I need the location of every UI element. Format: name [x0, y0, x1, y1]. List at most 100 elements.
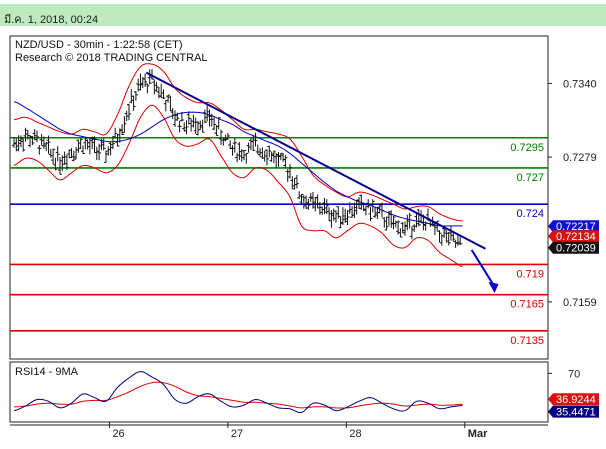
- price-bar-122: [292, 178, 297, 190]
- price-bar-107: [258, 148, 263, 157]
- price-bar-34: [90, 136, 95, 150]
- bollinger-lower-line: [13, 104, 463, 268]
- price-bar-91: [221, 138, 226, 146]
- price-bar-135: [322, 197, 327, 215]
- price-bar-109: [262, 150, 267, 162]
- price-bar-171: [405, 214, 410, 231]
- level-label-5: 0.7135: [510, 335, 544, 347]
- price-bar-59: [147, 69, 152, 85]
- price-bar-126: [301, 195, 306, 209]
- level-label-0: 0.7295: [510, 142, 544, 154]
- time-tick-label-1: 27: [231, 428, 243, 440]
- price-bar-58: [145, 83, 150, 94]
- price-bar-54: [136, 78, 141, 92]
- price-bar-14: [44, 141, 49, 151]
- price-bar-48: [122, 116, 127, 133]
- price-bar-74: [182, 122, 187, 132]
- price-bar-92: [223, 134, 228, 142]
- price-tag-0: 0.72217: [548, 220, 599, 233]
- price-bar-158: [375, 206, 380, 219]
- price-bar-5: [23, 127, 28, 142]
- price-bar-112: [269, 151, 274, 162]
- price-bar-37: [97, 143, 102, 161]
- price-bar-117: [281, 153, 286, 162]
- rsi-label: RSI14 - 9MA: [15, 366, 79, 378]
- price-bar-76: [186, 111, 191, 125]
- price-bar-42: [108, 142, 113, 156]
- price-bar-93: [225, 132, 230, 140]
- price-tag-2: 0.72039: [548, 241, 599, 255]
- price-bar-102: [246, 142, 251, 153]
- rsi-ma-line: [13, 381, 463, 409]
- price-bar-139: [331, 208, 336, 221]
- rsi-tag-label-1: 35.4471: [556, 407, 596, 419]
- price-bar-65: [161, 89, 166, 99]
- price-bar-53: [133, 91, 138, 101]
- price-bars: [12, 69, 463, 248]
- price-bar-104: [251, 135, 256, 152]
- price-bar-82: [200, 119, 205, 133]
- rsi-tag-bg-1: [548, 405, 599, 418]
- price-bar-140: [334, 210, 338, 223]
- rsi-tick-label-0: 70: [568, 368, 580, 380]
- price-bar-61: [152, 79, 157, 95]
- price-bar-144: [343, 208, 348, 223]
- price-bar-156: [370, 199, 375, 213]
- price-bar-164: [389, 210, 394, 228]
- price-bar-27: [74, 146, 79, 160]
- price-bar-25: [69, 148, 74, 159]
- price-bar-36: [94, 146, 99, 160]
- price-bar-19: [55, 146, 60, 162]
- price-bar-69: [170, 108, 175, 120]
- price-bar-111: [267, 145, 272, 158]
- price-bar-101: [244, 152, 249, 164]
- price-bar-132: [315, 194, 320, 209]
- price-bar-173: [409, 226, 414, 240]
- price-bar-28: [76, 139, 81, 153]
- price-bar-70: [173, 110, 177, 128]
- price-bar-169: [400, 222, 405, 234]
- price-bar-81: [198, 120, 203, 131]
- price-bar-44: [113, 127, 118, 139]
- trend-layer: [145, 71, 499, 294]
- price-bar-39: [101, 138, 106, 151]
- price-bar-113: [271, 150, 276, 164]
- price-bar-142: [338, 216, 343, 229]
- price-bar-3: [18, 135, 23, 148]
- price-bar-90: [219, 129, 223, 145]
- price-bar-71: [175, 112, 180, 121]
- bands-layer: [13, 63, 463, 268]
- price-bar-183: [432, 221, 437, 235]
- price-bar-186: [439, 234, 444, 246]
- price-bar-38: [99, 138, 104, 151]
- price-tag-bg-2: [548, 241, 599, 254]
- level-label-4: 0.7165: [510, 299, 544, 311]
- price-bar-85: [207, 109, 212, 127]
- moving-average-line: [13, 101, 463, 227]
- price-bar-83: [202, 109, 207, 124]
- timestamp: มี.ค. 1, 2018, 00:24: [4, 14, 99, 26]
- price-bar-26: [71, 150, 76, 162]
- price-bar-1: [14, 138, 19, 152]
- price-bar-31: [83, 137, 88, 150]
- price-bar-68: [168, 95, 173, 112]
- price-bar-64: [159, 83, 164, 99]
- price-bar-62: [154, 81, 159, 92]
- price-tick-label-0: 0.7340: [563, 78, 597, 90]
- price-bar-170: [403, 221, 407, 236]
- price-bar-125: [299, 193, 304, 205]
- price-bar-43: [110, 136, 115, 150]
- price-bar-155: [368, 207, 373, 222]
- price-bar-143: [340, 207, 345, 225]
- price-bar-32: [85, 139, 90, 150]
- price-bar-86: [209, 113, 214, 127]
- price-bar-22: [62, 151, 67, 165]
- price-bar-15: [46, 135, 51, 154]
- price-bar-50: [127, 103, 131, 121]
- price-bar-66: [163, 99, 168, 112]
- rsi-tag-label-0: 36.9244: [556, 394, 596, 406]
- rsi-tag-bg-0: [548, 393, 599, 406]
- price-bar-33: [87, 137, 92, 155]
- price-bar-16: [48, 148, 53, 158]
